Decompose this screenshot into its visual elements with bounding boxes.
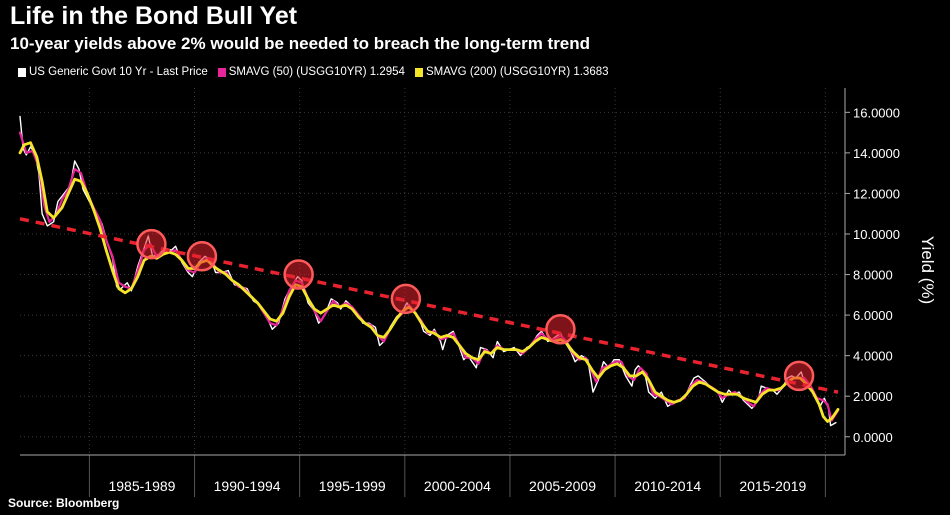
grid-layer: [20, 88, 838, 455]
chart-subtitle: 10-year yields above 2% would be needed …: [10, 34, 591, 53]
legend-label-sma200: SMAVG (200) (USGG10YR) 1.3683: [425, 66, 609, 78]
y-tick-label: 10.0000: [853, 227, 900, 242]
y-tick-label: 4.0000: [853, 349, 893, 364]
legend-label-last-price: US Generic Govt 10 Yr - Last Price: [29, 66, 208, 78]
y-tick-label: 0.0000: [853, 430, 893, 445]
highlight-circle: [186, 241, 218, 272]
x-tick-label: 2000-2004: [424, 478, 491, 494]
legend: US Generic Govt 10 Yr - Last Price SMAVG…: [18, 66, 609, 78]
x-tick-label: 2015-2019: [739, 478, 806, 494]
axis-layer: 0.0000 2.0000 4.0000 6.0000 8.0000 10.0000 12.…: [20, 88, 900, 497]
y-tick-label: 2.0000: [853, 389, 893, 404]
legend-entry-sma50: SMAVG (50) (USGG10YR) 1.2954: [217, 66, 405, 78]
series-layer: [18, 115, 840, 427]
overlay-layer: [19, 217, 839, 394]
y-tick-label: 6.0000: [853, 308, 893, 323]
source-note: Source: Bloomberg: [8, 496, 120, 510]
legend-swatch-sma50: [217, 67, 226, 77]
legend-entry-last-price: US Generic Govt 10 Yr - Last Price: [18, 66, 208, 78]
legend-swatch-last-price: [18, 67, 26, 77]
highlight-circle: [390, 283, 422, 315]
series-line-sma200: [18, 141, 840, 423]
series-line-sma50: [18, 131, 840, 422]
highlight-circle: [136, 228, 167, 260]
legend-label-sma50: SMAVG (50) (USGG10YR) 1.2954: [228, 66, 405, 78]
x-tick-label: 1995-1999: [319, 478, 386, 494]
y-axis-label: Yield (%): [918, 236, 937, 304]
chart-title: Life in the Bond Bull Yet: [10, 2, 298, 30]
legend-swatch-sma200: [414, 67, 423, 77]
y-tick-label: 16.0000: [853, 105, 900, 120]
legend-entry-sma200: SMAVG (200) (USGG10YR) 1.3683: [414, 66, 609, 78]
x-tick-label: 1990-1994: [214, 478, 281, 494]
y-tick-label: 14.0000: [853, 146, 900, 161]
x-tick-label: 1985-1989: [108, 478, 175, 494]
highlight-circle: [783, 360, 815, 392]
trend-line: [19, 217, 839, 394]
y-tick-label: 12.0000: [853, 186, 900, 201]
highlight-circle: [283, 259, 314, 290]
x-tick-label: 2005-2009: [529, 478, 596, 494]
x-tick-label: 2010-2014: [634, 478, 701, 494]
highlight-circle: [545, 314, 576, 345]
series-line-last-price: [19, 115, 837, 427]
y-tick-label: 8.0000: [853, 268, 893, 283]
